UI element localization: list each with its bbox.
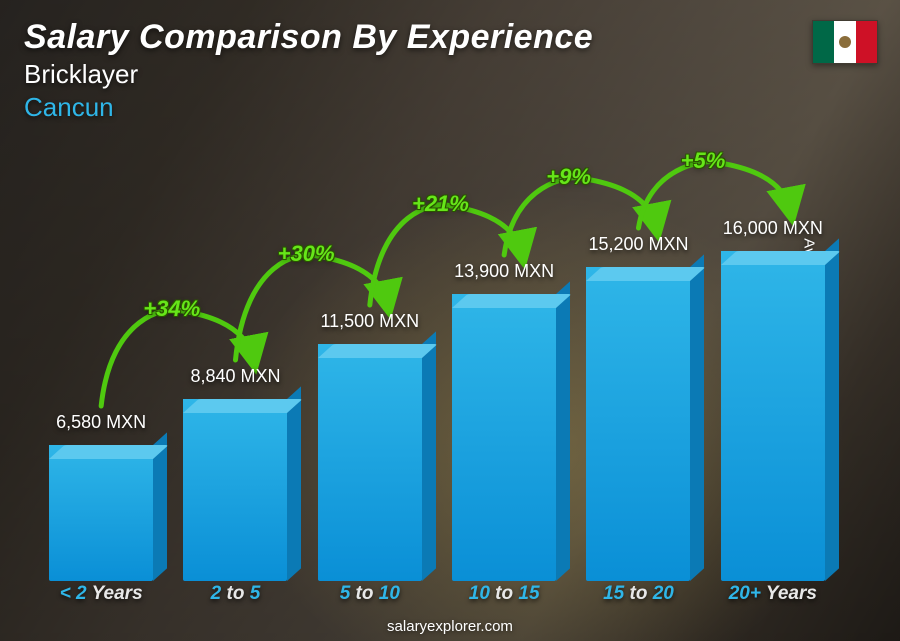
bar-value-label: 15,200 MXN — [588, 234, 688, 255]
bar-slot: 15,200 MXN — [571, 234, 705, 581]
bar-value-label: 11,500 MXN — [320, 311, 419, 332]
increase-badge: +34% — [143, 296, 200, 322]
increase-badge: +5% — [681, 148, 726, 174]
bar-slot: 6,580 MXN — [34, 412, 168, 581]
bar-value-label: 16,000 MXN — [723, 218, 823, 239]
xaxis: < 2 Years2 to 55 to 1010 to 1515 to 2020… — [34, 583, 840, 613]
xaxis-label: < 2 Years — [34, 583, 168, 613]
xaxis-label: 5 to 10 — [303, 583, 437, 613]
flag-stripe-left — [813, 21, 834, 63]
bar-value-label: 6,580 MXN — [56, 412, 146, 433]
bar — [183, 399, 287, 581]
bar — [586, 267, 690, 581]
footer-attribution: salaryexplorer.com — [0, 618, 900, 635]
flag-stripe-mid — [834, 21, 855, 63]
increase-badge: +9% — [546, 164, 591, 190]
bar-slot: 11,500 MXN — [303, 311, 437, 581]
chart-subtitle: Bricklayer — [24, 59, 593, 90]
bar-slot: 16,000 MXN — [706, 218, 840, 581]
bar — [318, 344, 422, 581]
chart-location: Cancun — [24, 92, 593, 123]
title-block: Salary Comparison By Experience Bricklay… — [24, 18, 593, 123]
bar-value-label: 8,840 MXN — [190, 366, 280, 387]
xaxis-label: 2 to 5 — [168, 583, 302, 613]
flag-emblem-icon — [839, 36, 851, 48]
bar — [452, 294, 556, 581]
increase-badge: +30% — [278, 241, 335, 267]
bar-chart: 6,580 MXN 8,840 MXN 11,500 MXN 13,900 MXN 15… — [34, 150, 840, 581]
bar — [721, 251, 825, 581]
bar-value-label: 13,900 MXN — [454, 261, 554, 282]
increase-badge: +21% — [412, 191, 469, 217]
bar-slot: 8,840 MXN — [168, 366, 302, 581]
xaxis-label: 20+ Years — [706, 583, 840, 613]
chart-title: Salary Comparison By Experience — [24, 18, 593, 57]
xaxis-label: 10 to 15 — [437, 583, 571, 613]
bar-slot: 13,900 MXN — [437, 261, 571, 581]
flag-stripe-right — [856, 21, 877, 63]
xaxis-label: 15 to 20 — [571, 583, 705, 613]
country-flag-icon — [812, 20, 878, 64]
bar — [49, 445, 153, 581]
